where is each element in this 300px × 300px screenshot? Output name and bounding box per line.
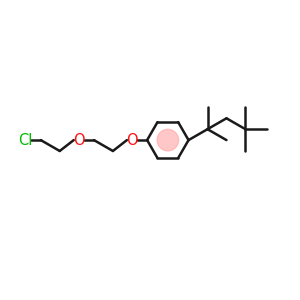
Text: Cl: Cl bbox=[18, 133, 33, 148]
Text: O: O bbox=[126, 133, 138, 148]
Circle shape bbox=[157, 129, 178, 151]
Text: O: O bbox=[73, 133, 85, 148]
